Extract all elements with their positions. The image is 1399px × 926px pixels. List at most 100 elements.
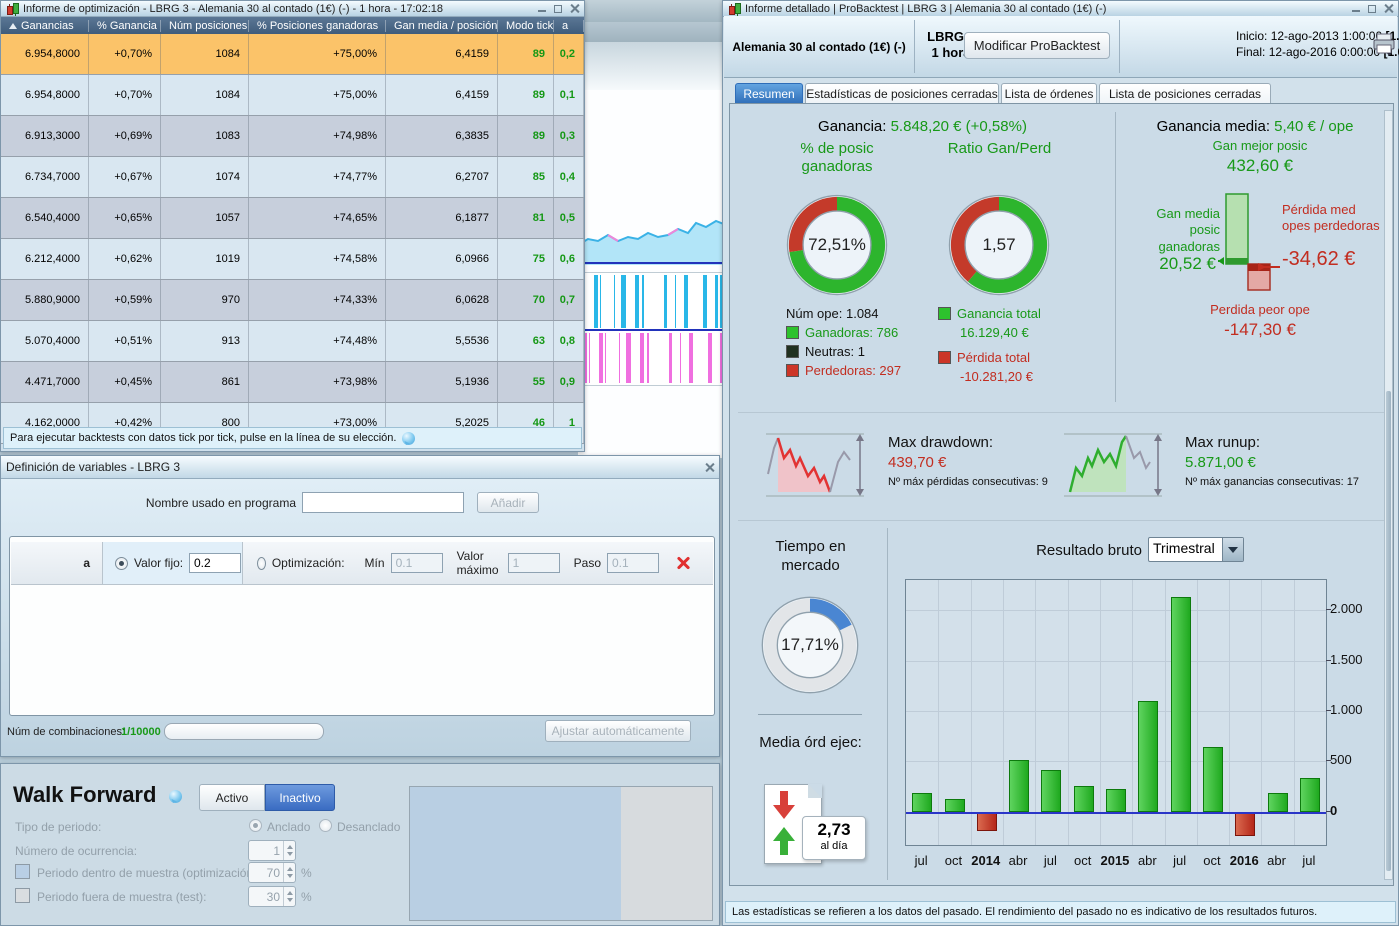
gain-label: Ganancia: bbox=[818, 118, 887, 135]
dropdown-arrow-icon[interactable] bbox=[1222, 538, 1243, 561]
losers-count: Perdedoras: 297 bbox=[805, 363, 902, 378]
optimization-titlebar: Informe de optimización - LBRG 3 - Alema… bbox=[1, 1, 584, 17]
variables-window: Definición de variables - LBRG 3 Nombre … bbox=[0, 455, 720, 757]
auto-adjust-button[interactable]: Ajustar automáticamente bbox=[545, 720, 691, 742]
walk-forward-inactive-button[interactable]: Inactivo bbox=[265, 784, 335, 811]
cell: +73,98% bbox=[249, 362, 386, 402]
cell: 6.212,4000 bbox=[1, 239, 89, 279]
y-tick-label: 1.500 bbox=[1330, 651, 1363, 667]
bar bbox=[1106, 789, 1126, 812]
anchored-radio[interactable] bbox=[249, 819, 262, 832]
cell: 913 bbox=[161, 321, 249, 361]
optimization-result-row[interactable]: 6.954,8000 +0,70% 1084 +75,00% 6,4159 89 0,2 bbox=[1, 34, 584, 75]
cell: +0,69% bbox=[89, 116, 161, 156]
min-input[interactable] bbox=[390, 553, 443, 573]
optimization-result-row[interactable]: 4.471,7000 +0,45% 861 +73,98% 5,1936 55 0,9 bbox=[1, 362, 584, 403]
optimization-result-row[interactable]: 6.540,4000 +0,65% 1057 +74,65% 6,1877 81 0,5 bbox=[1, 198, 584, 239]
cell: 0,5 bbox=[554, 198, 584, 238]
optimization-radio[interactable] bbox=[257, 556, 266, 570]
optimization-statusbar: Para ejecutar backtests con datos tick p… bbox=[3, 427, 582, 449]
maximize-icon[interactable] bbox=[1368, 4, 1377, 13]
y-tick-label: 500 bbox=[1330, 752, 1352, 768]
time-in-market-donut: 17,71% bbox=[757, 592, 863, 698]
system-timeframe: 1 hora bbox=[931, 45, 971, 61]
fixed-value-input[interactable] bbox=[189, 553, 241, 573]
column-header[interactable]: % Posiciones ganadoras bbox=[249, 19, 386, 32]
tab-lista-ordenes[interactable]: Lista de órdenes bbox=[1001, 83, 1097, 104]
close-icon[interactable] bbox=[570, 4, 579, 13]
period-dropdown[interactable]: Trimestral bbox=[1148, 537, 1244, 562]
bar bbox=[1041, 769, 1062, 812]
x-tick-label: abr bbox=[1008, 853, 1028, 868]
step-input[interactable] bbox=[607, 553, 659, 573]
combinations-value: 1/10000 bbox=[121, 726, 161, 738]
optimization-result-row[interactable]: 6.734,7000 +0,67% 1074 +74,77% 6,2707 85 0,4 bbox=[1, 157, 584, 198]
delete-variable-icon[interactable] bbox=[676, 556, 690, 570]
background-window-header bbox=[578, 0, 726, 23]
optimization-result-row[interactable]: 6.954,8000 +0,70% 1084 +75,00% 6,4159 89 0,1 bbox=[1, 75, 584, 116]
in-sample-spinner[interactable]: 70 bbox=[248, 862, 296, 883]
modify-probacktest-button[interactable]: Modificar ProBacktest bbox=[964, 32, 1110, 59]
bar bbox=[1235, 811, 1256, 836]
print-icon[interactable] bbox=[1372, 32, 1396, 56]
cell: 6,4159 bbox=[386, 75, 498, 115]
variables-list-box: a Valor fijo: Optimización: Mín Valor má… bbox=[9, 536, 715, 716]
unanchored-radio[interactable] bbox=[319, 819, 332, 832]
total-gain-value: 16.129,40 € bbox=[960, 325, 1029, 340]
win-loss-bars-figure bbox=[1218, 193, 1271, 291]
cell: 0,7 bbox=[554, 280, 584, 320]
gridline bbox=[1099, 580, 1101, 845]
walk-forward-active-button[interactable]: Activo bbox=[199, 784, 265, 811]
max-input[interactable] bbox=[507, 553, 560, 573]
column-header[interactable]: Modo tick bbox=[498, 19, 554, 32]
help-bubble-icon[interactable] bbox=[402, 431, 416, 445]
cell: 63 bbox=[498, 321, 554, 361]
cell: +0,70% bbox=[89, 75, 161, 115]
orders-arrows-icon bbox=[773, 791, 795, 855]
donut-ratio-title: Ratio Gan/Perd bbox=[947, 140, 1052, 157]
out-sample-swatch bbox=[15, 888, 30, 903]
optimization-result-row[interactable]: 5.880,9000 +0,59% 970 +74,33% 6,0628 70 0,7 bbox=[1, 280, 584, 321]
maximize-icon[interactable] bbox=[554, 4, 563, 13]
x-tick-label: abr bbox=[1267, 853, 1286, 868]
x-tick-label: oct bbox=[1203, 853, 1221, 868]
occurrence-spinner[interactable]: 1 bbox=[248, 840, 296, 861]
occurrence-label: Número de ocurrencia: bbox=[15, 844, 138, 858]
combinations-progress bbox=[164, 723, 324, 740]
avg-loss-label: Pérdida med opes perdedoras bbox=[1282, 202, 1380, 234]
close-icon[interactable] bbox=[1384, 4, 1393, 13]
bar bbox=[1299, 778, 1320, 812]
y-tick-label: 0 bbox=[1330, 802, 1338, 818]
add-variable-button[interactable]: Añadir bbox=[477, 492, 539, 513]
optimization-result-row[interactable]: 6.212,4000 +0,62% 1019 +74,58% 6,0966 75 0,6 bbox=[1, 239, 584, 280]
out-sample-spinner[interactable]: 30 bbox=[248, 886, 296, 907]
optimization-result-row[interactable]: 5.070,4000 +0,51% 913 +74,48% 5,5536 63 0,8 bbox=[1, 321, 584, 362]
tab-lista-posiciones[interactable]: Lista de posiciones cerradas bbox=[1099, 83, 1271, 104]
gross-result-label: Resultado bruto bbox=[1036, 542, 1142, 559]
tab-estadisticas[interactable]: Estadísticas de posiciones cerradas bbox=[805, 83, 999, 104]
variable-name-input[interactable] bbox=[302, 492, 464, 513]
system-name: LBRG 3 bbox=[927, 29, 975, 44]
cell: +74,98% bbox=[249, 116, 386, 156]
minimize-icon[interactable] bbox=[1352, 4, 1361, 13]
runup-sparkline-icon bbox=[1064, 433, 1162, 497]
x-tick-label: jul bbox=[1173, 853, 1187, 868]
optimization-result-row[interactable]: 6.913,3000 +0,69% 1083 +74,98% 6,3835 89 0,3 bbox=[1, 116, 584, 157]
close-icon[interactable] bbox=[705, 463, 714, 472]
scrollbar-thumb[interactable] bbox=[1386, 391, 1391, 871]
panel-scrollbar[interactable] bbox=[1384, 110, 1393, 880]
column-header[interactable]: Gan media / posición bbox=[386, 19, 498, 32]
gridline bbox=[1261, 580, 1263, 845]
tab-resumen[interactable]: Resumen bbox=[735, 83, 803, 104]
column-header[interactable]: Núm posiciones bbox=[161, 19, 249, 32]
column-header[interactable]: Ganancias bbox=[1, 19, 89, 32]
column-header[interactable]: % Ganancia bbox=[89, 19, 161, 32]
minimize-icon[interactable] bbox=[538, 4, 547, 13]
fixed-value-radio[interactable] bbox=[115, 556, 128, 570]
column-header[interactable]: a bbox=[554, 19, 584, 32]
cell: 800 bbox=[161, 403, 249, 443]
walk-forward-help-icon[interactable] bbox=[169, 790, 182, 803]
gridline bbox=[906, 610, 1326, 612]
runup-value: 5.871,00 € bbox=[1185, 454, 1256, 471]
